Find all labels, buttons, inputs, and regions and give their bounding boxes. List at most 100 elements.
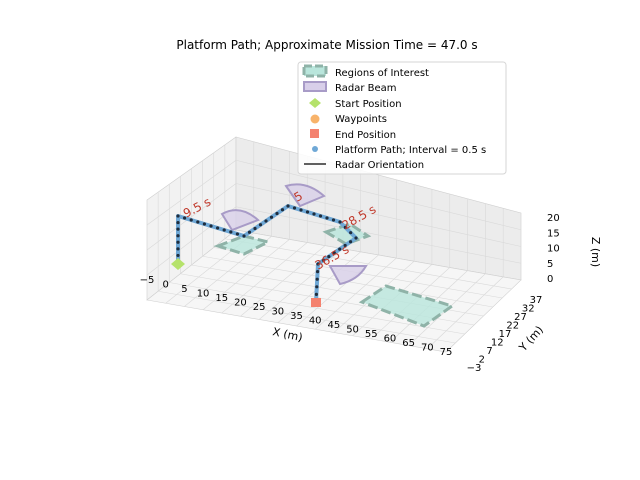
roi-3 xyxy=(358,284,456,328)
path-sample-point xyxy=(331,218,336,222)
legend-item-end: End Position xyxy=(310,129,396,141)
path-sample-point xyxy=(314,292,318,296)
legend-end-swatch xyxy=(310,129,319,138)
legend-waypoints-label: Waypoints xyxy=(335,114,387,125)
legend-path-swatch xyxy=(312,146,318,152)
x-tick-label: 40 xyxy=(309,316,322,327)
path-sample-point xyxy=(264,219,268,223)
path-sample-point xyxy=(176,220,180,225)
z-tick-label: 20 xyxy=(547,213,560,224)
path-sample-point xyxy=(176,214,180,218)
x-tick-label: 65 xyxy=(402,338,415,349)
path-sample-point xyxy=(176,240,180,244)
legend-orient-label: Radar Orientation xyxy=(335,160,424,171)
legend-item-waypoints: Waypoints xyxy=(310,114,387,125)
path-sample-point xyxy=(229,230,233,234)
legend-roi-label: Regions of Interest xyxy=(335,68,429,79)
z-tick-label: 15 xyxy=(547,228,560,239)
z-tick-label: 5 xyxy=(547,259,553,270)
x-tick-label: 45 xyxy=(328,320,341,331)
x-tick-label: 70 xyxy=(421,343,434,354)
path-sample-point xyxy=(216,226,220,230)
legend-box xyxy=(297,61,507,175)
path-sample-point xyxy=(338,247,342,251)
path-sample-point xyxy=(176,227,180,231)
legend-waypoints-swatch xyxy=(310,114,320,124)
x-tick-label: 55 xyxy=(365,329,378,340)
back-grid-line xyxy=(235,206,522,264)
path-sample-point xyxy=(209,224,213,228)
path-sample-point xyxy=(202,222,206,226)
path-sample-point xyxy=(222,228,226,232)
radar-beam-3 xyxy=(328,265,368,286)
path-sample-point xyxy=(286,204,290,208)
legend: Regions of Interest Radar Beam Start Pos… xyxy=(297,61,507,175)
path-sample-point xyxy=(189,218,193,222)
start-position-marker xyxy=(171,258,185,270)
legend-beam-swatch xyxy=(303,81,327,92)
y-tick-label: 27 xyxy=(514,312,527,323)
x-tick-label: 35 xyxy=(290,311,303,322)
legend-item-roi: Regions of Interest xyxy=(302,64,429,79)
x-tick-label: 60 xyxy=(384,334,397,345)
path-sample-point xyxy=(315,277,319,281)
path-sample-point xyxy=(315,285,319,289)
end-position-marker xyxy=(311,298,321,307)
y-tick-label: −3 xyxy=(467,363,482,374)
left-grid-line xyxy=(146,183,237,251)
radar-beam-2 xyxy=(284,183,326,208)
path-sample-point xyxy=(176,234,180,238)
x-tick-label: 20 xyxy=(234,298,247,309)
x-tick-label: 50 xyxy=(346,325,359,336)
path-sample-point xyxy=(325,216,329,220)
path-sample-point xyxy=(349,231,353,235)
legend-path-label: Platform Path; Interval = 0.5 s xyxy=(335,145,486,156)
path-sample-point xyxy=(176,247,180,251)
left-grid-line xyxy=(146,206,237,276)
floor-grid-line xyxy=(158,290,456,344)
x-tick-label: 75 xyxy=(440,347,453,358)
x-tick-label: 25 xyxy=(253,302,266,313)
path-sample-point xyxy=(183,216,187,220)
back-grid-line xyxy=(235,159,522,231)
path-sample-point xyxy=(275,211,279,216)
path-sample-point xyxy=(242,234,246,238)
legend-item-beam: Radar Beam xyxy=(303,81,397,94)
legend-end-label: End Position xyxy=(335,130,396,141)
legend-beam-label: Radar Beam xyxy=(335,83,397,94)
path-sample-point xyxy=(332,251,336,255)
x-tick-label: 15 xyxy=(215,293,228,304)
legend-start-label: Start Position xyxy=(335,99,402,110)
x-tick-label: 5 xyxy=(181,284,187,295)
path-sample-point xyxy=(299,208,303,212)
y-tick-label: 22 xyxy=(506,321,519,332)
z-tick-label: 0 xyxy=(547,274,553,285)
path-sample-point xyxy=(292,206,297,210)
path-sample-point xyxy=(321,258,326,262)
y-tick-label: 2 xyxy=(479,355,485,366)
x-tick-label: 0 xyxy=(163,280,169,291)
left-grid-line xyxy=(146,160,237,226)
z-axis-label: Z (m) xyxy=(589,237,602,267)
x-tick-label: 30 xyxy=(271,307,284,318)
y-tick-label: 32 xyxy=(522,304,535,315)
y-tick-label: 12 xyxy=(491,338,504,349)
floor-grid-line xyxy=(169,282,465,335)
roi-1 xyxy=(213,234,273,256)
path-sample-point xyxy=(343,243,347,248)
path-sample-point xyxy=(253,226,257,231)
radar-beam-1 xyxy=(220,209,260,232)
path-sample-point xyxy=(348,240,353,244)
path-sample-point xyxy=(280,208,285,212)
legend-item-path: Platform Path; Interval = 0.5 s xyxy=(312,145,486,156)
z-tick-label: 10 xyxy=(547,244,560,255)
path-sample-point xyxy=(316,262,320,266)
y-tick-label: 17 xyxy=(499,329,512,340)
path-sample-point xyxy=(196,220,200,224)
path-sample-point xyxy=(338,220,342,224)
legend-roi-swatch xyxy=(302,64,328,78)
path-sample-point xyxy=(354,236,358,240)
chart-title: Platform Path; Approximate Mission Time … xyxy=(176,38,477,52)
